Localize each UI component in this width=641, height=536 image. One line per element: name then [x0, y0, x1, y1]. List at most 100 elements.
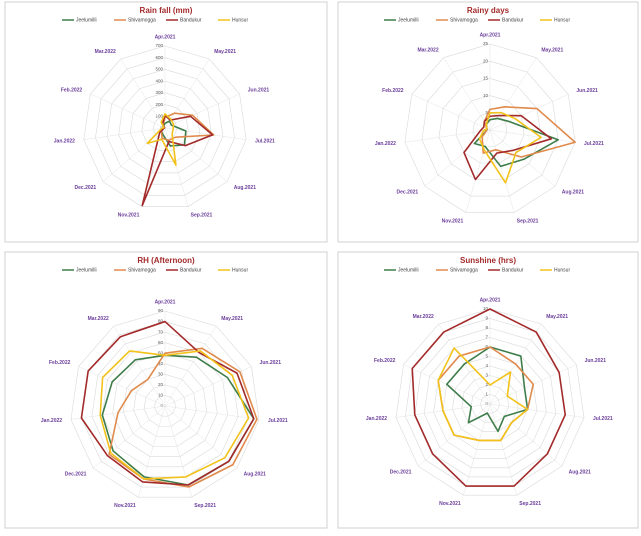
series-line [478, 111, 542, 184]
series-line [445, 346, 529, 433]
category-label: Jul.2021 [268, 418, 288, 424]
category-label: Sep.2021 [519, 501, 541, 507]
grid-ring [143, 384, 187, 427]
spoke [164, 58, 210, 129]
grid-ring [83, 45, 247, 207]
legend-label: Jeelumilli [398, 267, 419, 273]
grid-ring [470, 384, 510, 423]
spoke [164, 325, 217, 407]
grid-ring [129, 92, 201, 163]
chart-panel: Sunshine (hrs) Jeelumilli Shivamogga Banduk… [337, 251, 639, 529]
grid-ring [404, 43, 576, 213]
grid-ring [423, 337, 557, 469]
category-label: Apr.2021 [480, 32, 501, 38]
category-label: Jun.2021 [585, 358, 607, 364]
panel-frame [4, 251, 328, 529]
category-label: Apr.2021 [480, 297, 501, 303]
grid-ring [95, 57, 235, 196]
r-tick-label: 3 [485, 373, 488, 378]
grid-ring [112, 352, 218, 457]
r-tick-label: 300 [155, 90, 163, 95]
spoke [411, 94, 491, 131]
series-line [99, 350, 250, 480]
grid-ring [133, 374, 197, 437]
spoke [443, 57, 491, 131]
grid-ring [106, 69, 224, 185]
chart-title: Rain fall (mm) [140, 6, 193, 15]
r-tick-label: 2 [485, 382, 488, 387]
category-label: Nov.2021 [439, 501, 461, 507]
r-tick-label: 20 [158, 382, 164, 387]
r-tick-label: 0 [485, 401, 488, 406]
chart-panel: Rain fall (mm) Jeelumilli Shivamogga Banduk… [4, 1, 328, 243]
spoke [164, 405, 193, 498]
category-label: Nov.2021 [114, 503, 136, 509]
grid-ring [421, 60, 559, 197]
spoke [164, 93, 240, 129]
category-label: Apr.2021 [155, 299, 176, 305]
category-label: Mar.2022 [413, 314, 434, 320]
r-tick-label: 8 [485, 325, 488, 330]
legend-label: Shivamogga [450, 267, 478, 273]
r-tick-label: 600 [155, 55, 163, 60]
r-tick-label: 70 [158, 329, 164, 334]
category-label: Mar.2022 [88, 316, 109, 322]
grid-ring [102, 342, 228, 468]
series-line [411, 308, 567, 487]
panel-frame [337, 251, 639, 529]
r-tick-label: 40 [158, 361, 164, 366]
r-tick-label: 4 [485, 363, 488, 368]
r-tick-label: 6 [485, 344, 488, 349]
category-label: Mar.2022 [417, 47, 438, 53]
category-label: Jun.2021 [576, 88, 598, 94]
r-tick-label: 15 [483, 76, 489, 81]
category-label: Sep.2021 [194, 503, 216, 509]
r-tick-label: 30 [158, 372, 164, 377]
category-label: Aug.2021 [569, 469, 591, 475]
chart-panel: Rainy days Jeelumilli Shivamogga Bandukur Hu… [337, 1, 639, 243]
category-label: Aug.2021 [244, 471, 266, 477]
category-label: Nov.2021 [442, 218, 464, 224]
category-label: Jan.2022 [41, 418, 62, 424]
grid-ring [70, 310, 260, 498]
spoke [102, 127, 166, 182]
series-line [437, 347, 529, 442]
spoke [90, 93, 166, 129]
r-tick-label: 1 [485, 392, 488, 397]
category-label: Feb.2022 [49, 360, 71, 366]
grid-ring [480, 394, 500, 414]
legend-label: Bandukur [502, 17, 524, 23]
category-label: Feb.2022 [382, 88, 404, 94]
grid-ring [414, 327, 566, 478]
category-label: Nov.2021 [118, 213, 140, 219]
category-label: Dec.2021 [397, 190, 419, 196]
spoke [489, 129, 576, 143]
category-label: May.2021 [221, 316, 243, 322]
grid-ring [118, 80, 212, 174]
category-label: Aug.2021 [234, 185, 256, 191]
spoke [404, 129, 491, 143]
spoke [489, 129, 556, 187]
category-label: Jan.2022 [54, 138, 75, 144]
spoke [164, 405, 260, 420]
category-label: Jun.2021 [260, 360, 282, 366]
spoke [120, 58, 166, 129]
category-label: Jun.2021 [248, 88, 270, 94]
r-tick-label: 90 [158, 308, 164, 313]
category-label: Apr.2021 [155, 34, 176, 40]
legend-label: Jeelumilli [76, 267, 97, 273]
legend-label: Hunsur [232, 267, 248, 273]
legend-label: Jeelumilli [398, 17, 419, 23]
category-label: Jul.2021 [584, 141, 604, 147]
r-tick-label: 400 [155, 78, 163, 83]
grid-ring [395, 308, 585, 496]
series-line [80, 320, 255, 486]
series-line [463, 114, 553, 181]
r-tick-label: 9 [485, 316, 488, 321]
category-label: Jul.2021 [593, 416, 613, 422]
category-label: Feb.2022 [374, 358, 396, 364]
category-label: May.2021 [546, 314, 568, 320]
legend-label: Shivamogga [128, 267, 156, 273]
category-label: Jul.2021 [255, 138, 275, 144]
legend-label: Hunsur [554, 267, 570, 273]
